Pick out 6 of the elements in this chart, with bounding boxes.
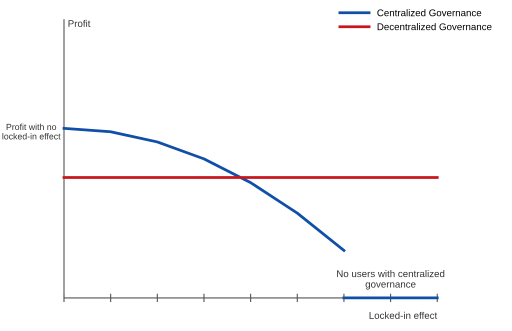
x-axis-title: Locked-in effect (370, 312, 438, 319)
text: Profit with no locked-in effect (2, 124, 61, 140)
legend-label: Decentralized Governance (378, 23, 492, 30)
annotation: No users with centralized governance (337, 270, 444, 290)
text: Profit (68, 20, 90, 27)
legend-label: Centralized Governance (377, 9, 482, 16)
